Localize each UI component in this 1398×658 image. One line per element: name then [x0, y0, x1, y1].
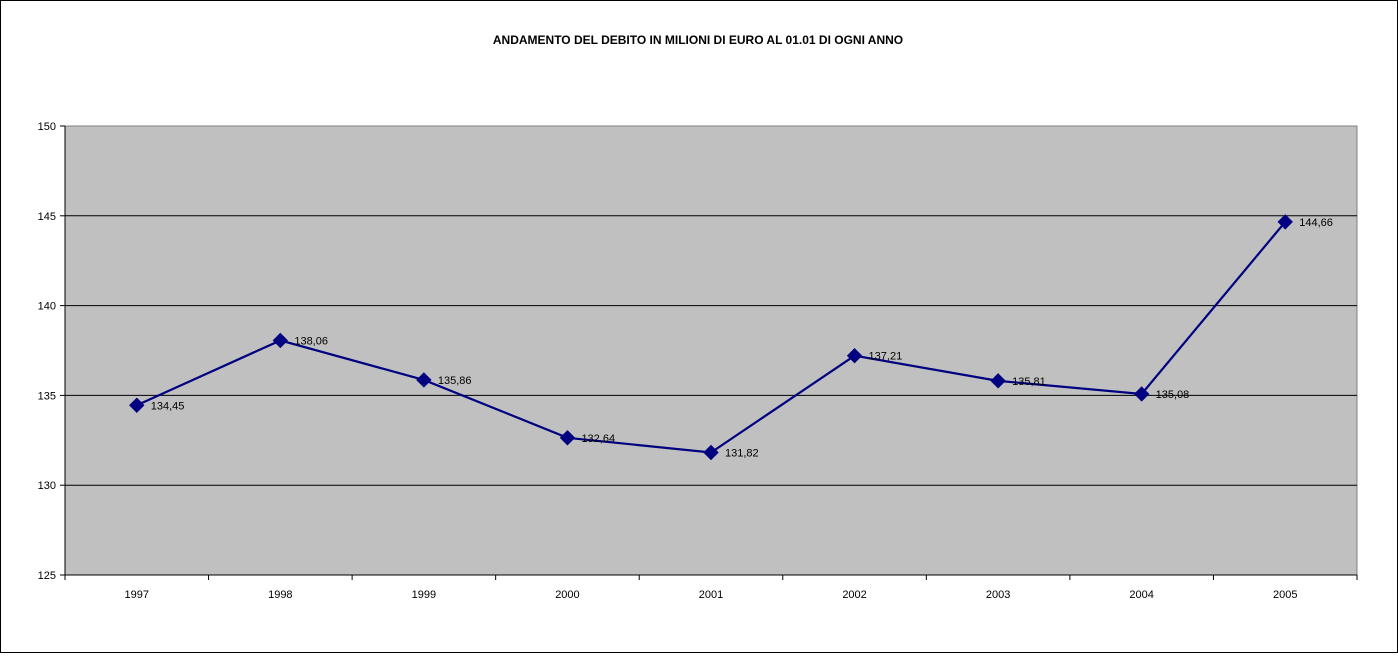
- gridlines: [65, 215, 1357, 486]
- chart-title: ANDAMENTO DEL DEBITO IN MILIONI DI EURO …: [493, 33, 903, 47]
- data-label-1998: 138,06: [294, 335, 328, 347]
- data-point-1997: [129, 397, 145, 413]
- data-label-2001: 131,82: [725, 448, 759, 460]
- y-tick-label: 130: [38, 480, 56, 492]
- y-axis: 125 130 135 140 145 150: [38, 121, 66, 582]
- data-point-1998: [272, 332, 289, 349]
- data-point-2005: [1277, 214, 1293, 230]
- y-tick-label: 145: [38, 211, 56, 223]
- data-point-1999: [416, 372, 432, 388]
- series-group: [129, 214, 1293, 461]
- x-tick-label-2001: 2001: [699, 589, 723, 601]
- y-tick-label: 125: [38, 570, 56, 582]
- data-point-2004: [1133, 386, 1150, 402]
- y-tick-label: 140: [38, 301, 56, 313]
- data-point-2000: [559, 430, 576, 446]
- data-point-2003: [990, 373, 1006, 389]
- x-tick-label-1999: 1999: [412, 589, 436, 601]
- x-tick-label-1997: 1997: [125, 589, 149, 601]
- y-tick-label: 135: [38, 390, 56, 402]
- plot-area: [64, 125, 1358, 576]
- y-tick-label: 150: [38, 121, 56, 133]
- data-label-1997: 134,45: [151, 400, 185, 412]
- data-label-2003: 135,81: [1012, 376, 1046, 388]
- x-tick-label-2003: 2003: [986, 589, 1010, 601]
- data-label-2005: 144,66: [1299, 217, 1333, 229]
- x-tick-label-2002: 2002: [842, 589, 866, 601]
- x-tick-label-1998: 1998: [268, 589, 292, 601]
- data-label-1999: 135,86: [438, 375, 472, 387]
- x-axis: 1997 1998 1999 2000 2001 2002 2003 2004 2005: [64, 574, 1358, 601]
- data-point-2001: [703, 444, 719, 461]
- data-label-2004: 135,08: [1156, 389, 1190, 401]
- x-tick-label-2005: 2005: [1273, 589, 1297, 601]
- x-tick-label-2004: 2004: [1129, 589, 1153, 601]
- data-point-2002: [846, 348, 863, 364]
- data-labels: 134,45 138,06 135,86 132,64 131,82 137,21 135,…: [151, 217, 1333, 460]
- data-label-2002: 137,21: [869, 351, 903, 363]
- data-label-2000: 132,64: [581, 433, 615, 445]
- x-tick-label-2000: 2000: [555, 589, 579, 601]
